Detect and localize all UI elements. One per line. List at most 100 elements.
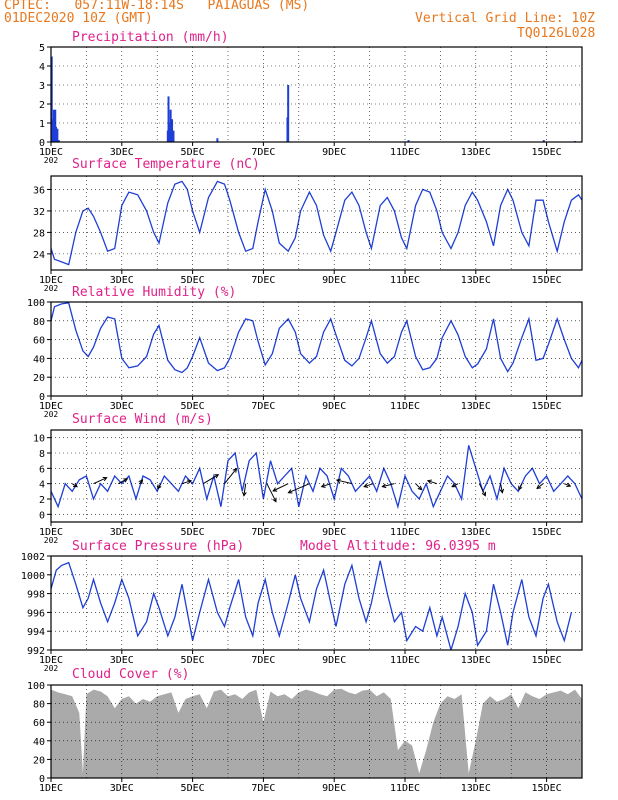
cloud-cover-title: Cloud Cover (%) [72, 667, 189, 682]
wind-arrow [181, 480, 192, 485]
wind-arrow-head [73, 482, 78, 488]
y-tick-label: 80 [33, 700, 45, 711]
x-tick-label: 13DEC [461, 655, 491, 666]
x-tick-label: 11DEC [390, 783, 420, 794]
y-tick-label: 0 [39, 510, 45, 521]
wind-arrow-head [518, 485, 523, 491]
panel-frame [50, 46, 583, 143]
y-tick-label: 1000 [21, 571, 45, 582]
humidity-panel: 0 20 40 60 80 100 1DEC 3DEC 5DEC 7DEC 9DEC 11DEC 13D… [27, 285, 583, 419]
y-tick-label: 5 [39, 43, 45, 54]
wind-arrow-head [417, 485, 423, 491]
x-tick-label: 1DEC [39, 527, 63, 538]
x-tick-label: 3DEC [110, 275, 134, 286]
x-tick-label: 13DEC [461, 527, 491, 538]
y-tick-label: 994 [27, 627, 45, 638]
wind-arrow-head [232, 467, 238, 473]
wind-arrow-head [335, 478, 341, 484]
x-year-label: 202 [44, 410, 59, 419]
panel-frame [50, 175, 583, 271]
y-tick-label: 4 [39, 62, 45, 73]
wind-arrow [382, 483, 395, 488]
y-tick-label: 2 [39, 495, 45, 506]
wind-arrow [288, 483, 310, 494]
x-tick-label: 5DEC [181, 275, 205, 286]
wind-arrow-head [566, 482, 572, 488]
wind-arrow-head [272, 497, 277, 503]
x-tick-label: 1DEC [39, 147, 63, 158]
x-tick-label: 1DEC [39, 783, 63, 794]
cloud-cover-area [51, 688, 582, 778]
wind-panel: 0 2 4 6 8 10 1DEC 3DEC 5DEC 7DEC 9DEC 11DEC 13DEC 15D… [33, 412, 583, 545]
temperature-panel: 24 28 32 36 1DEC 3DEC 5DEC 7DEC 9DEC 11DEC 13DEC 15… [33, 157, 583, 293]
y-tick-label: 80 [33, 317, 45, 328]
x-tick-label: 5DEC [181, 147, 205, 158]
wind-arrow [451, 483, 459, 488]
y-tick-label: 100 [27, 298, 45, 309]
precip-bar [216, 138, 219, 142]
precip-bar [52, 109, 55, 142]
wind-arrow [243, 483, 247, 496]
x-tick-label: 9DEC [322, 147, 346, 158]
x-tick-label: 7DEC [251, 783, 275, 794]
y-tick-label: 0 [39, 774, 45, 785]
x-year-label: 202 [44, 284, 59, 293]
x-tick-label: 15DEC [532, 275, 562, 286]
humidity-line [51, 302, 582, 374]
x-year-label: 202 [44, 156, 59, 165]
x-tick-label: 15DEC [532, 783, 562, 794]
precip-bar [57, 140, 60, 142]
x-tick-label: 11DEC [390, 527, 420, 538]
y-tick-label: 3 [39, 81, 45, 92]
y-tick-label: 28 [33, 228, 45, 239]
precip-bar [54, 126, 57, 142]
precipitation-title: Precipitation (mm/h) [72, 30, 229, 45]
panel-frame [50, 429, 583, 523]
wind-arrow [427, 480, 438, 485]
x-tick-label: 3DEC [110, 527, 134, 538]
pressure-plot [51, 560, 573, 650]
wind-arrow [224, 468, 237, 484]
precip-bar [171, 119, 174, 142]
wind-arrow-head [381, 483, 387, 489]
x-tick-label: 13DEC [461, 275, 491, 286]
wind-arrow [478, 483, 486, 496]
wind-line [51, 445, 582, 510]
wind-arrow-head [536, 484, 542, 490]
y-tick-label: 100 [27, 681, 45, 692]
pressure-line [51, 560, 573, 650]
x-tick-label: 15DEC [532, 655, 562, 666]
wind-arrow-head [138, 479, 144, 485]
x-tick-label: 7DEC [251, 527, 275, 538]
precip-bar [167, 96, 170, 142]
y-tick-label: 20 [33, 373, 45, 384]
x-tick-label: 1DEC [39, 655, 63, 666]
y-tick-label: 8 [39, 449, 45, 460]
precip-bar [56, 128, 59, 142]
pressure-title: Surface Pressure (hPa) [72, 539, 244, 554]
wind-arrow [321, 483, 331, 488]
header-grid-note: Vertical Grid Line: 10Z [415, 11, 596, 26]
x-tick-label: 15DEC [532, 147, 562, 158]
humidity-title: Relative Humidity (%) [72, 285, 236, 300]
x-tick-label: 9DEC [322, 527, 346, 538]
x-tick-label: 9DEC [322, 783, 346, 794]
x-tick-label: 7DEC [251, 147, 275, 158]
wind-arrow [363, 483, 374, 488]
x-tick-label: 1DEC [39, 401, 63, 412]
header-model-code: TQ0126L028 [517, 26, 596, 41]
wind-arrow-head [157, 484, 162, 490]
pressure-panel: 992 994 996 998 1000 1002 1DEC 3DEC 5DEC 7DEC 9DEC… [21, 539, 583, 673]
precip-bar [172, 130, 175, 142]
x-tick-label: 15DEC [532, 401, 562, 412]
wind-arrow [118, 478, 128, 485]
panel-frame [50, 684, 583, 779]
wind-arrow-head [363, 483, 369, 488]
y-tick-label: 40 [33, 737, 45, 748]
wind-arrow-head [287, 489, 293, 494]
x-tick-label: 3DEC [110, 401, 134, 412]
precip-bar [51, 56, 53, 142]
x-tick-label: 5DEC [181, 401, 205, 412]
precip-bar [54, 109, 57, 142]
